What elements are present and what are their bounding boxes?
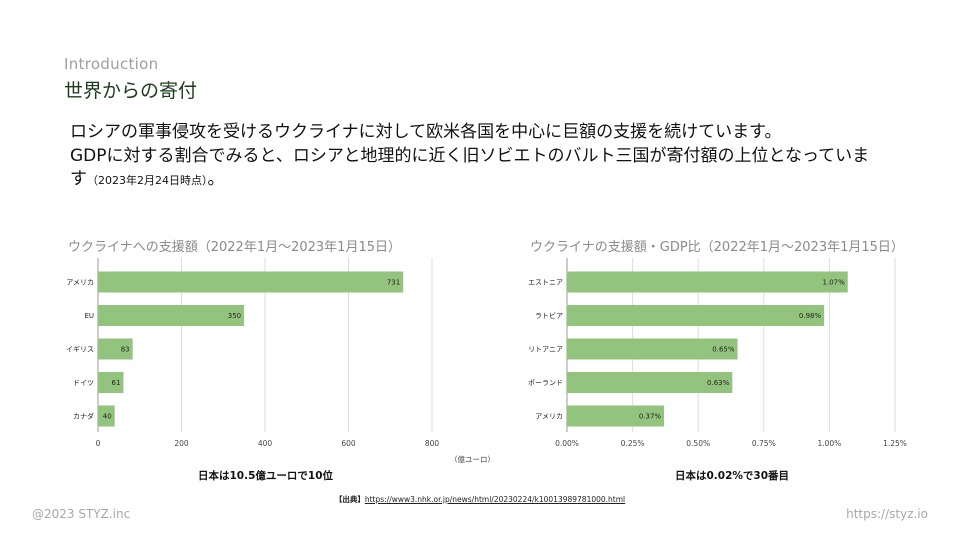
chart2-bar — [567, 338, 738, 360]
chart2-value-label: 0.98% — [799, 312, 822, 320]
chart1-bar — [98, 405, 115, 427]
chart2-bar — [567, 405, 665, 427]
chart1-value-label: 83 — [121, 346, 130, 354]
source-link[interactable]: https://www3.nhk.or.jp/news/html/2023022… — [364, 495, 626, 504]
chart1-caption: 日本は10.5億ユーロで10位 — [197, 470, 334, 482]
chart1-value-label: 40 — [103, 413, 112, 421]
chart2-value-label: 1.07% — [823, 279, 846, 287]
chart1-bar — [98, 372, 124, 393]
source-label: 【出典】 — [334, 495, 365, 504]
footer-site-url: https://styz.io — [846, 507, 928, 521]
chart1-tick-label: 400 — [258, 439, 273, 448]
chart2-caption: 日本は0.02%で30番目 — [674, 470, 790, 482]
chart1-bar — [98, 305, 245, 326]
chart1-unit-label: （億ユーロ） — [450, 455, 495, 464]
lead-line-3-text: す — [70, 169, 87, 189]
chart2-value-label: 0.63% — [707, 379, 730, 387]
page-title: 世界からの寄付 — [64, 80, 198, 102]
chart2-category-label: アメリカ — [535, 413, 563, 421]
chart2-category-label: エストニア — [528, 279, 563, 287]
chart1-value-label: 350 — [228, 312, 241, 320]
chart2-category-label: ラトビア — [535, 311, 563, 320]
section-label: Introduction — [64, 55, 159, 73]
chart2-tick-label: 0.00% — [555, 439, 579, 448]
chart2-category-label: ポーランド — [528, 379, 563, 387]
chart1-bar — [98, 338, 133, 360]
chart1-tick-label: 0 — [96, 439, 101, 448]
lead-line-1: ロシアの軍事侵攻を受けるウクライナに対して欧米各国を中心に巨額の支援を続けていま… — [70, 122, 782, 142]
chart2-tick-label: 0.25% — [621, 439, 645, 448]
chart2-category-label: リトアニア — [528, 346, 563, 354]
chart1-category-label: イギリス — [66, 346, 94, 354]
source-citation: 【出典】https://www3.nhk.or.jp/news/html/202… — [0, 494, 960, 505]
chart1-value-label: 61 — [112, 379, 121, 387]
lead-date-note: （2023年2月24日時点） — [87, 174, 208, 187]
chart2-title: ウクライナの支援額・GDP比（2022年1月～2023年1月15日） — [530, 240, 904, 255]
chart2-bar — [567, 271, 848, 293]
lead-line-2: GDPに対する割合でみると、ロシアと地理的に近く旧ソビエトのバルト三国が寄付額の… — [70, 145, 870, 166]
chart1-category-label: アメリカ — [66, 279, 94, 287]
chart1-category-label: カナダ — [73, 412, 94, 421]
chart1-category-label: ドイツ — [73, 379, 94, 387]
chart2-tick-label: 0.50% — [686, 439, 710, 448]
chart2-value-label: 0.65% — [712, 346, 735, 354]
chart2-tick-label: 1.00% — [817, 439, 841, 448]
chart2-tick-label: 0.75% — [752, 439, 776, 448]
chart1-tick-label: 800 — [425, 439, 440, 448]
chart1-tick-label: 600 — [341, 439, 356, 448]
chart1-category-label: EU — [84, 312, 94, 320]
chart1-value-label: 731 — [387, 279, 400, 287]
lead-line-3-end: 。 — [207, 169, 225, 189]
footer-copyright: @2023 STYZ.inc — [32, 507, 131, 521]
chart2-bar — [567, 305, 825, 326]
chart1-title: ウクライナへの支援額（2022年1月～2023年1月15日） — [68, 240, 401, 255]
chart1-bar — [98, 271, 404, 293]
chart2-value-label: 0.37% — [639, 413, 662, 421]
lead-line-3: す（2023年2月24日時点）。 — [70, 168, 900, 193]
chart2-bar — [567, 372, 733, 393]
lead-paragraph: ロシアの軍事侵攻を受けるウクライナに対して欧米各国を中心に巨額の支援を続けていま… — [70, 121, 900, 193]
chart1-tick-label: 200 — [174, 439, 189, 448]
chart2-tick-label: 1.25% — [883, 439, 907, 448]
